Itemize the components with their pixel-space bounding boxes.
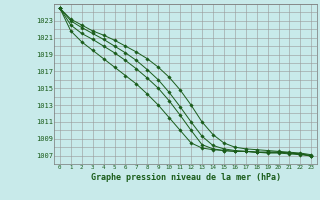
X-axis label: Graphe pression niveau de la mer (hPa): Graphe pression niveau de la mer (hPa) <box>91 173 281 182</box>
